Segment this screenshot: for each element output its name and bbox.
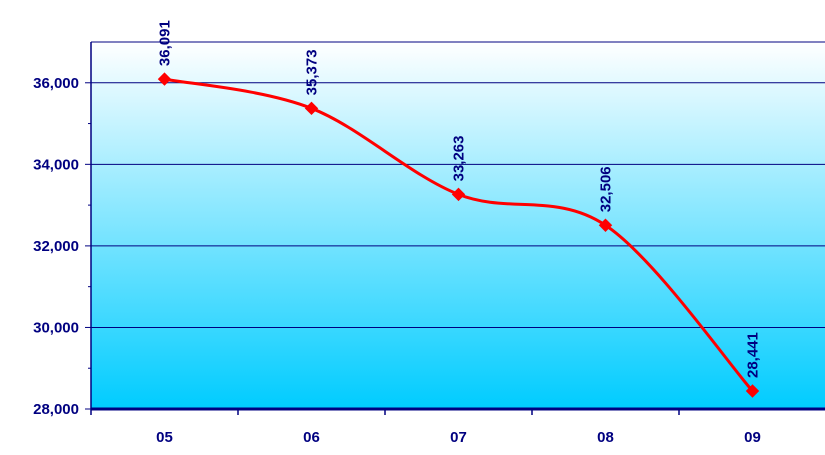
data-point-marker <box>157 72 172 86</box>
series-markers <box>157 72 760 398</box>
data-point-marker <box>598 218 613 232</box>
plot-area <box>91 42 825 409</box>
data-point-marker <box>451 187 466 202</box>
y-axis-tick-labels: 28,000 30,000 32,000 34,000 36,000 <box>33 75 79 418</box>
x-tick-label: 06 <box>303 429 320 446</box>
x-tick-label: 05 <box>156 429 173 446</box>
axes <box>85 42 825 415</box>
data-label: 36,091 <box>157 20 174 66</box>
y-tick-label: 32,000 <box>33 238 79 255</box>
y-tick-label: 36,000 <box>33 75 79 92</box>
data-label: 32,506 <box>598 166 615 212</box>
data-label: 28,441 <box>745 332 762 378</box>
data-point-marker <box>745 384 760 398</box>
data-label: 33,263 <box>451 135 468 181</box>
y-tick-label: 28,000 <box>33 401 79 418</box>
x-axis-tick-labels: 05 06 07 08 09 <box>156 429 761 446</box>
data-point-marker <box>304 101 319 116</box>
x-tick-label: 08 <box>597 429 614 446</box>
x-tick-label: 07 <box>450 429 467 446</box>
y-tick-label: 34,000 <box>33 156 79 173</box>
x-tick-label: 09 <box>744 429 761 446</box>
data-labels: 36,091 35,373 33,263 32,506 28,441 <box>157 20 762 378</box>
data-label: 35,373 <box>304 49 321 95</box>
y-tick-label: 30,000 <box>33 319 79 336</box>
